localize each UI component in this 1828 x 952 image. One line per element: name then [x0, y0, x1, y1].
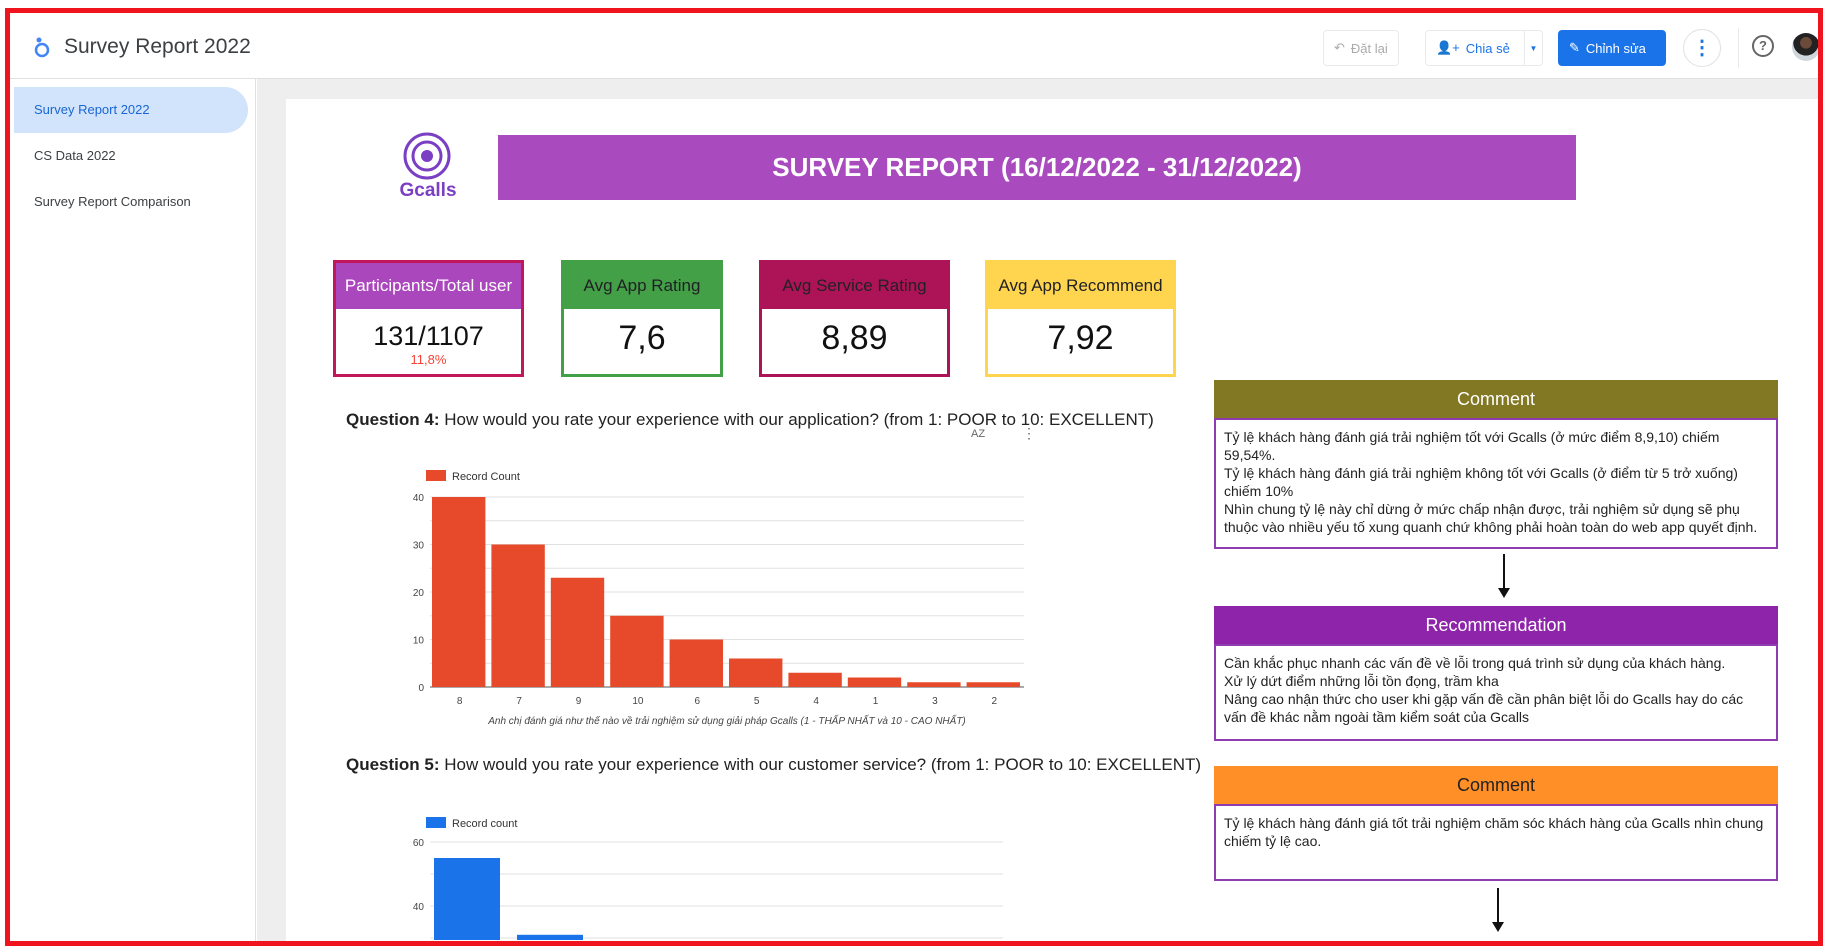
question-prefix: Question 5:: [346, 755, 440, 774]
panel-title: Comment: [1214, 380, 1778, 418]
x-tick-label: 3: [932, 696, 938, 707]
kpi-avg-app-recommend: Avg App Recommend 7,92: [985, 260, 1176, 377]
x-tick-label: 2: [992, 696, 998, 707]
panel-body: Tỷ lệ khách hàng đánh giá tốt trải nghiệ…: [1216, 804, 1776, 858]
comment-panel-app: Comment Tỷ lệ khách hàng đánh giá trải n…: [1214, 380, 1778, 549]
x-tick-label: 4: [813, 696, 819, 707]
question-text: How would you rate your experience with …: [439, 410, 1154, 429]
bar: [788, 672, 842, 687]
down-arrow-icon: [1492, 888, 1504, 932]
bar: [491, 544, 545, 687]
edit-button[interactable]: ✎ Chỉnh sửa: [1558, 30, 1666, 66]
bar: [610, 615, 664, 687]
kpi-value: 131/1107: [373, 321, 484, 351]
legend-label: Record count: [452, 818, 517, 830]
legend-swatch: [426, 817, 446, 828]
bar: [907, 682, 961, 687]
gcalls-logo-text: Gcalls: [399, 180, 457, 201]
bar: [966, 682, 1020, 687]
sort-icon[interactable]: AZ: [971, 428, 986, 440]
report-banner: SURVEY REPORT (16/12/2022 - 31/12/2022): [498, 135, 1576, 200]
kpi-participants: Participants/Total user 131/1107 11,8%: [333, 260, 524, 377]
panel-title: Recommendation: [1214, 606, 1778, 644]
recommendation-panel: Recommendation Cần khắc phục nhanh các v…: [1214, 606, 1778, 741]
x-axis-title: Anh chị đánh giá như thế nào về trải ngh…: [487, 714, 966, 727]
x-tick-label: 6: [695, 696, 701, 707]
gcalls-logo-icon: [403, 132, 451, 180]
panel-title: Comment: [1214, 766, 1778, 804]
kpi-value: 7,92: [1047, 319, 1114, 357]
question-4-title: Question 4: How would you rate your expe…: [346, 410, 1154, 430]
sidebar-item-survey-report-comparison[interactable]: Survey Report Comparison: [34, 194, 191, 209]
reset-label: Đặt lại: [1350, 40, 1388, 56]
report-title: Survey Report 2022: [64, 35, 251, 58]
question-prefix: Question 4:: [346, 410, 440, 429]
question-5-title: Question 5: How would you rate your expe…: [346, 755, 1201, 775]
add-person-icon: 👤+: [1436, 40, 1460, 55]
legend-swatch: [426, 470, 446, 481]
more-options-icon[interactable]: ⋮: [1683, 29, 1721, 67]
y-tick-label: 60: [413, 838, 425, 849]
kpi-label: Avg Service Rating: [762, 263, 947, 309]
panel-body: Cần khắc phục nhanh các vấn đề về lỗi tr…: [1216, 644, 1776, 734]
y-tick-label: 20: [413, 588, 425, 599]
x-tick-label: 1: [873, 696, 879, 707]
x-tick-label: 9: [576, 696, 582, 707]
looker-studio-logo-icon: [34, 37, 50, 58]
y-tick-label: 10: [413, 636, 425, 647]
kpi-value: 8,89: [821, 319, 888, 357]
reset-button[interactable]: ↶ Đặt lại: [1323, 30, 1399, 66]
sidebar-item-survey-report-2022[interactable]: Survey Report 2022: [14, 87, 248, 133]
kpi-label: Avg App Recommend: [988, 263, 1173, 309]
down-arrow-icon: [1498, 554, 1510, 598]
undo-icon: ↶: [1334, 40, 1345, 55]
x-tick-label: 8: [457, 696, 463, 707]
y-tick-label: 30: [413, 541, 425, 552]
question-4-bar-chart: Record Count 0 10 20 30 40 8 7 9 10 6 5 4 1 3 2 Anh chị …: [413, 470, 1024, 727]
panel-body: Tỷ lệ khách hàng đánh giá trải nghiệm tố…: [1216, 418, 1776, 544]
kpi-label: Participants/Total user: [336, 263, 521, 309]
kpi-value: 7,6: [618, 319, 666, 357]
bar: [432, 497, 486, 687]
bar: [550, 577, 605, 687]
kpi-avg-app-rating: Avg App Rating 7,6: [561, 260, 723, 377]
share-dropdown-caret-icon[interactable]: ▼: [1524, 31, 1542, 65]
bar: [729, 658, 783, 687]
sidebar-item-cs-data-2022[interactable]: CS Data 2022: [34, 148, 116, 163]
y-tick-label: 40: [413, 902, 425, 913]
kpi-percentage: 11,8%: [410, 352, 447, 367]
x-tick-label: 10: [632, 696, 644, 707]
edit-label: Chỉnh sửa: [1585, 40, 1646, 56]
divider: [1738, 28, 1739, 68]
x-tick-label: 7: [516, 696, 522, 707]
help-icon[interactable]: ?: [1752, 35, 1774, 57]
x-tick-label: 5: [754, 696, 760, 707]
top-bar: Survey Report 2022 ↶ Đặt lại 👤+ Chia sẻ ▼ ✎…: [10, 13, 1820, 79]
share-button[interactable]: 👤+ Chia sẻ ▼: [1425, 30, 1543, 66]
pencil-icon: ✎: [1569, 40, 1580, 55]
y-tick-label: 40: [413, 493, 425, 504]
kpi-label: Avg App Rating: [564, 263, 720, 309]
avatar[interactable]: [1792, 33, 1820, 61]
question-text: How would you rate your experience with …: [439, 755, 1202, 774]
page-navigation: Survey Report 2022 CS Data 2022 Survey R…: [10, 79, 256, 945]
bar: [517, 934, 583, 940]
bar: [669, 639, 723, 687]
y-tick-label: 0: [418, 683, 424, 694]
share-label: Chia sẻ: [1465, 40, 1510, 56]
question-5-bar-chart: Record count 40 60: [413, 817, 1003, 940]
comment-panel-service: Comment Tỷ lệ khách hàng đánh giá tốt tr…: [1214, 766, 1778, 881]
kpi-avg-service-rating: Avg Service Rating 8,89: [759, 260, 950, 377]
chart-menu-icon[interactable]: ⋮: [1022, 425, 1036, 441]
bar: [847, 677, 902, 687]
legend-label: Record Count: [452, 471, 520, 483]
bar: [434, 858, 500, 940]
